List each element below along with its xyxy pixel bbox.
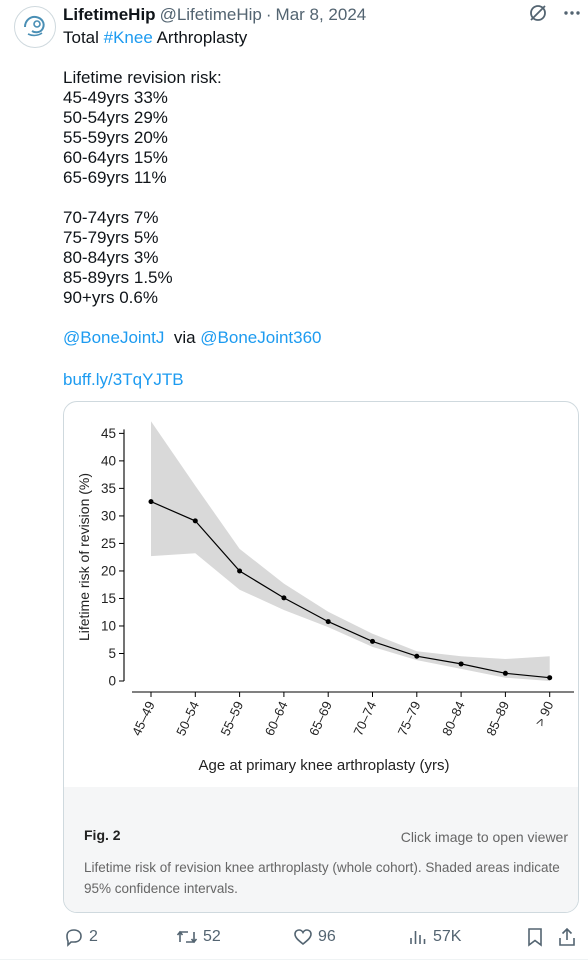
risk-line: 50-54yrs 29%: [63, 108, 168, 127]
mention-bonejoint360[interactable]: @BoneJoint360: [200, 328, 322, 347]
divider: [0, 959, 588, 960]
risk-line: 85-89yrs 1.5%: [63, 268, 173, 287]
views-button[interactable]: 57K: [407, 926, 461, 948]
hip-logo-icon: [24, 15, 45, 37]
figure-caption: Lifetime risk of revision knee arthropla…: [84, 860, 560, 896]
tweet-title: Total #Knee Arthroplasty: [63, 28, 573, 48]
data-point: [458, 661, 464, 667]
confidence-band: [151, 421, 550, 681]
y-tick-label: 10: [101, 618, 116, 633]
mentions-line: @BoneJointJ via @BoneJoint360: [63, 328, 573, 348]
like-button[interactable]: 96: [292, 926, 336, 948]
reply-count: 2: [89, 928, 98, 945]
action-bar: 2 52 96 57K: [63, 926, 583, 950]
risk-line: 60-64yrs 15%: [63, 148, 168, 167]
more-options-icon[interactable]: [562, 3, 582, 23]
risk-line: 45-49yrs 33%: [63, 88, 168, 107]
y-tick-label: 40: [101, 453, 116, 468]
y-tick-label: 20: [101, 563, 116, 578]
risk-line: 90+yrs 0.6%: [63, 288, 158, 307]
data-point: [281, 595, 287, 601]
media-card[interactable]: 0 5 10 15 20 25 30 35 40 45 Lifetime risk of revis…: [63, 401, 579, 913]
data-point: [414, 653, 420, 659]
risk-line: 70-74yrs 7%: [63, 208, 159, 227]
header-icons: [528, 3, 582, 23]
data-point: [502, 670, 508, 676]
reply-button[interactable]: 2: [63, 926, 98, 948]
x-tick-label: 45–49: [129, 699, 158, 738]
author-handle[interactable]: @LifetimeHip: [159, 5, 262, 24]
x-tick-label: 80–84: [439, 699, 468, 738]
repost-button[interactable]: 52: [175, 926, 221, 948]
x-tick-label: 70–74: [350, 699, 379, 738]
data-point: [192, 518, 198, 524]
repost-icon: [176, 930, 198, 944]
x-tick-label: 75–79: [395, 699, 424, 738]
y-tick-label: 5: [108, 646, 116, 661]
x-tick-label: 65–69: [306, 699, 335, 738]
avatar[interactable]: [14, 6, 56, 48]
data-point: [547, 675, 553, 681]
via-text: via: [164, 328, 201, 347]
y-tick-label: 35: [101, 481, 116, 496]
tweet-body: Total #Knee Arthroplasty Lifetime revisi…: [63, 28, 573, 390]
share-icon: [559, 927, 575, 946]
x-tick-label: 55–59: [217, 699, 246, 738]
y-tick-label: 45: [101, 426, 116, 441]
risk-line: 80-84yrs 3%: [63, 248, 159, 267]
risk-line: 75-79yrs 5%: [63, 228, 159, 247]
open-viewer-link[interactable]: Click image to open viewer: [400, 829, 568, 845]
data-point: [325, 619, 331, 625]
y-tick-label: 0: [108, 674, 116, 689]
mention-bonejointj[interactable]: @BoneJointJ: [63, 328, 165, 347]
tweet-date[interactable]: Mar 8, 2024: [275, 5, 367, 24]
tweet-header: LifetimeHip @LifetimeHip · Mar 8, 2024: [63, 4, 576, 26]
views-chart-icon: [410, 931, 426, 944]
revision-risk-chart[interactable]: 0 5 10 15 20 25 30 35 40 45 Lifetime risk of revis…: [64, 402, 579, 787]
x-tick-label: 60–64: [262, 699, 291, 738]
bookmark-button[interactable]: [525, 926, 545, 948]
risk-line: 55-59yrs 20%: [63, 128, 168, 147]
reply-icon: [66, 929, 82, 947]
figure-caption-area: Fig. 2 Click image to open viewer Lifeti…: [64, 787, 578, 912]
separator: ·: [265, 5, 272, 24]
y-tick-label: 25: [101, 536, 116, 551]
data-point: [148, 499, 154, 505]
short-link[interactable]: buff.ly/3TqYJTB: [63, 370, 184, 389]
grok-icon[interactable]: [528, 3, 548, 23]
data-point: [237, 568, 243, 574]
title-prefix: Total: [63, 28, 104, 47]
risk-heading: Lifetime revision risk:: [63, 68, 222, 87]
author-name[interactable]: LifetimeHip: [63, 5, 156, 24]
title-suffix: Arthroplasty: [152, 28, 248, 47]
x-axis-label: Age at primary knee arthroplasty (yrs): [199, 757, 450, 774]
y-tick-label: 30: [101, 508, 116, 523]
x-tick-label: > 90: [532, 699, 556, 729]
x-tick-label: 85–89: [483, 699, 512, 738]
repost-count: 52: [203, 928, 221, 945]
x-tick-label: 50–54: [173, 699, 202, 738]
y-tick-label: 15: [101, 591, 116, 606]
risk-line: 65-69yrs 11%: [63, 168, 167, 187]
views-count: 57K: [433, 928, 462, 945]
share-button[interactable]: [557, 926, 577, 948]
bookmark-icon: [528, 928, 542, 947]
heart-icon: [294, 929, 312, 946]
like-count: 96: [318, 928, 336, 945]
series-line: [150, 501, 550, 679]
figure-label: Fig. 2: [84, 827, 121, 843]
y-axis-label: Lifetime risk of revision (%): [76, 473, 92, 641]
data-point: [370, 638, 375, 644]
hashtag-knee[interactable]: #Knee: [103, 28, 153, 47]
